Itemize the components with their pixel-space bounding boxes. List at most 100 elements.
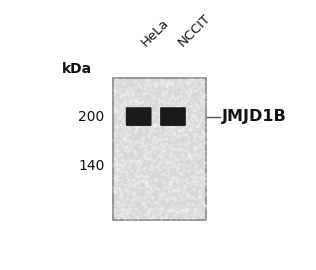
- Point: [127, 217, 132, 222]
- Point: [168, 182, 173, 187]
- Point: [182, 133, 187, 137]
- Point: [190, 112, 195, 117]
- Point: [142, 156, 147, 160]
- Point: [178, 207, 183, 212]
- Point: [125, 195, 130, 199]
- Point: [191, 186, 196, 191]
- Point: [114, 142, 119, 146]
- Point: [187, 135, 192, 140]
- Point: [187, 157, 192, 161]
- Point: [195, 179, 200, 184]
- Point: [136, 139, 141, 144]
- Point: [116, 109, 121, 113]
- Point: [131, 191, 137, 195]
- Point: [156, 113, 161, 117]
- Point: [161, 111, 167, 115]
- Point: [132, 197, 137, 201]
- Point: [202, 202, 207, 207]
- Point: [166, 97, 171, 102]
- Point: [201, 202, 206, 206]
- Point: [198, 167, 204, 172]
- Point: [120, 93, 125, 97]
- Point: [123, 145, 128, 149]
- Point: [133, 129, 138, 133]
- Point: [124, 79, 129, 83]
- Point: [195, 104, 200, 108]
- Point: [149, 186, 154, 190]
- Point: [151, 167, 156, 171]
- Point: [118, 188, 124, 192]
- Point: [125, 202, 131, 206]
- Point: [178, 154, 183, 159]
- Point: [144, 97, 149, 102]
- Point: [112, 203, 117, 207]
- Point: [178, 148, 183, 153]
- Point: [160, 91, 165, 95]
- Point: [117, 193, 122, 197]
- Point: [114, 178, 119, 182]
- Point: [158, 93, 163, 97]
- Point: [171, 146, 176, 150]
- Point: [130, 199, 135, 204]
- Point: [124, 117, 129, 122]
- Point: [160, 109, 165, 114]
- Point: [150, 126, 155, 130]
- Point: [121, 214, 126, 218]
- Point: [152, 81, 157, 85]
- Point: [186, 94, 191, 99]
- Point: [200, 95, 205, 99]
- Point: [122, 211, 127, 215]
- Point: [137, 210, 142, 214]
- Point: [201, 93, 206, 98]
- Point: [123, 162, 128, 166]
- Point: [140, 178, 145, 183]
- Point: [119, 204, 124, 208]
- Point: [176, 128, 181, 133]
- Point: [167, 198, 172, 202]
- Point: [174, 113, 179, 117]
- Point: [173, 120, 179, 125]
- Point: [196, 203, 201, 207]
- Point: [199, 127, 204, 131]
- Point: [199, 101, 204, 105]
- Point: [123, 174, 128, 178]
- Point: [145, 215, 150, 219]
- Point: [117, 213, 122, 217]
- Point: [165, 101, 170, 105]
- Point: [192, 175, 197, 180]
- Point: [122, 121, 127, 125]
- Point: [170, 164, 175, 168]
- Point: [197, 213, 202, 217]
- Point: [180, 178, 185, 182]
- Point: [190, 119, 195, 124]
- Point: [179, 82, 184, 87]
- Point: [169, 196, 174, 201]
- Point: [150, 133, 155, 137]
- Point: [189, 127, 194, 131]
- Point: [195, 201, 200, 205]
- Point: [117, 90, 122, 95]
- Point: [144, 184, 149, 188]
- Point: [159, 177, 164, 181]
- Point: [124, 138, 129, 143]
- Point: [177, 112, 182, 117]
- Point: [157, 153, 162, 157]
- Point: [166, 144, 171, 148]
- Point: [149, 148, 154, 153]
- Point: [173, 187, 178, 192]
- Point: [157, 211, 162, 215]
- Point: [117, 193, 122, 197]
- Point: [111, 109, 116, 114]
- Point: [183, 216, 188, 221]
- Point: [176, 93, 181, 97]
- Point: [152, 122, 157, 126]
- Point: [179, 102, 184, 106]
- Point: [155, 185, 161, 190]
- Point: [118, 115, 123, 120]
- Point: [196, 123, 201, 127]
- Point: [122, 148, 127, 153]
- Point: [156, 81, 161, 85]
- Point: [131, 195, 136, 200]
- Point: [143, 154, 148, 158]
- Point: [194, 146, 199, 150]
